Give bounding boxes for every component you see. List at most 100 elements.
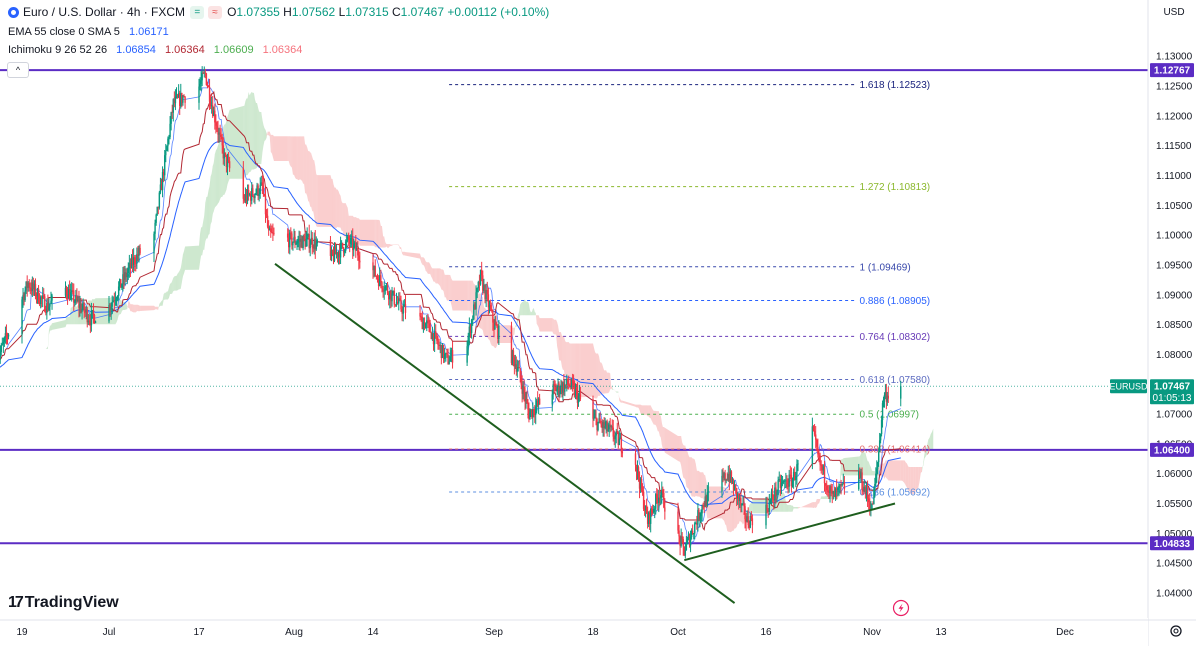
cloud-segment	[931, 432, 932, 450]
candle	[350, 234, 351, 247]
cloud-segment	[360, 220, 373, 246]
cloud-segment	[423, 257, 424, 266]
cloud-segment	[561, 332, 562, 367]
candle	[429, 320, 430, 333]
cloud-segment	[263, 125, 264, 146]
candle-body	[377, 277, 378, 279]
cloud-segment	[445, 275, 446, 298]
candle-body	[450, 356, 451, 361]
candle	[796, 459, 797, 484]
candle-body	[662, 490, 663, 493]
candle-body	[35, 284, 36, 296]
candle	[471, 319, 472, 339]
candle	[782, 476, 783, 486]
cloud-segment	[154, 306, 155, 310]
fibonacci-extension[interactable]: 1.618 (1.12523)1.272 (1.10813)1 (1.09469…	[449, 80, 930, 498]
cloud-segment	[841, 459, 842, 475]
cloud-segment	[486, 309, 487, 337]
candle-body	[743, 503, 744, 506]
cloud-segment	[170, 283, 171, 294]
cloud-segment	[206, 197, 207, 239]
candle-body	[837, 488, 838, 490]
cloud-segment	[606, 370, 607, 393]
cloud-segment	[871, 467, 872, 475]
candle-body	[139, 248, 140, 253]
cloud-segment	[654, 411, 655, 425]
cloud-segment	[787, 505, 788, 512]
pill-green[interactable]: =	[190, 6, 204, 19]
pill-red[interactable]: ≈	[208, 6, 222, 19]
candle-body	[49, 304, 50, 307]
candle	[473, 301, 474, 320]
cloud-segment	[216, 149, 217, 206]
candle	[306, 227, 307, 246]
ohlc-low-value: 1.07315	[345, 5, 388, 19]
symbol-flag-icon[interactable]	[8, 7, 19, 18]
candle-body	[348, 236, 349, 240]
candle	[405, 295, 406, 319]
candle-body	[643, 492, 644, 509]
candle-body	[95, 321, 96, 323]
bar-countdown: 01:05:13	[1153, 393, 1192, 404]
cloud-segment	[700, 472, 701, 498]
cloud-segment	[815, 502, 816, 508]
cloud-segment	[729, 489, 730, 532]
price-tick-label: 1.11500	[1156, 141, 1192, 152]
fib-level-label: 1 (1.09469)	[860, 262, 911, 273]
candle-body	[385, 286, 386, 290]
cloud-segment	[560, 332, 561, 361]
cloud-segment	[179, 270, 180, 289]
candle-body	[342, 243, 343, 248]
candle	[599, 412, 600, 423]
ema-row[interactable]: EMA 55 close 0 SMA 5 1.06171	[8, 26, 169, 38]
candle	[291, 231, 292, 249]
candle-body	[359, 261, 360, 263]
collapse-legend-button[interactable]: ^	[7, 62, 29, 78]
cloud-segment	[552, 318, 553, 333]
cloud-segment	[820, 496, 821, 500]
candle-body	[220, 135, 221, 137]
cloud-segment	[797, 507, 798, 509]
cloud-segment	[137, 305, 138, 311]
ohlc-open-value: 1.07355	[236, 5, 279, 19]
candle	[391, 287, 392, 307]
cloud-segment	[136, 305, 137, 313]
candle-body	[166, 146, 167, 150]
currency-selector[interactable]: USD	[1160, 4, 1188, 22]
cloud-segment	[923, 454, 924, 466]
candle-body	[600, 423, 601, 424]
candle-body	[260, 185, 261, 194]
candle-body	[622, 452, 623, 454]
cloud-segment	[795, 507, 796, 509]
time-tick-label: 13	[935, 627, 947, 638]
cloud-segment	[51, 323, 52, 330]
cloud-segment	[870, 465, 871, 475]
candle	[112, 296, 113, 315]
ichimoku-row[interactable]: Ichimoku 9 26 52 26 1.06854 1.06364 1.06…	[8, 44, 302, 56]
lightning-icon[interactable]	[894, 601, 909, 616]
horizontal-levels[interactable]	[0, 70, 1148, 543]
candle-body	[205, 73, 206, 74]
event-marker[interactable]	[894, 601, 909, 616]
candle	[608, 421, 609, 437]
symbol-title[interactable]: Euro / U.S. Dollar · 4h · FXCM	[23, 5, 185, 19]
cloud-segment	[611, 387, 612, 390]
trendlines[interactable]	[275, 264, 895, 603]
candle	[2, 338, 3, 346]
cloud-segment	[664, 427, 665, 453]
cloud-segment	[447, 275, 448, 301]
cloud-segment	[608, 373, 609, 394]
cloud-segment	[605, 370, 606, 393]
candle	[724, 470, 725, 486]
cloud-segment	[662, 423, 663, 449]
cloud-segment	[427, 262, 428, 274]
cloud-segment	[41, 355, 42, 358]
cloud-segment	[211, 173, 212, 224]
candle-body	[654, 509, 655, 510]
cloud-segment	[693, 459, 694, 497]
cloud-segment	[376, 220, 377, 248]
